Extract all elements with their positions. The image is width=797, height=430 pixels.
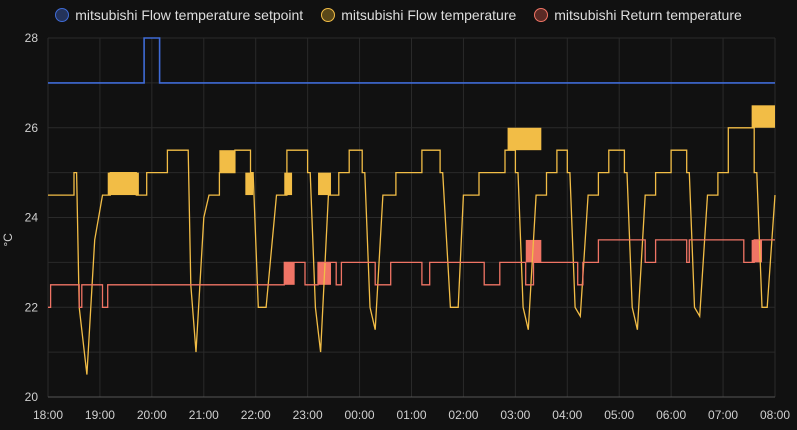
- x-tick-label: 04:00: [552, 408, 582, 422]
- x-tick-label: 20:00: [137, 408, 167, 422]
- filled-band: [525, 239, 542, 263]
- x-tick-label: 00:00: [345, 408, 375, 422]
- filled-bands: [107, 105, 775, 285]
- y-tick-label: 26: [25, 121, 39, 135]
- y-axis: 20 22 24 26 28: [25, 31, 39, 404]
- filled-band: [219, 150, 235, 173]
- series-lines: [48, 37, 776, 375]
- series-line-flow: [48, 127, 776, 375]
- filled-band: [751, 105, 775, 128]
- x-tick-label: 23:00: [293, 408, 323, 422]
- x-tick-label: 05:00: [604, 408, 634, 422]
- series-line-setpoint: [48, 37, 775, 84]
- x-tick-label: 02:00: [448, 408, 478, 422]
- legend-item-return[interactable]: mitsubishi Return temperature: [534, 7, 742, 23]
- legend-item-setpoint[interactable]: mitsubishi Flow temperature setpoint: [55, 7, 303, 23]
- y-axis-title: °C: [1, 233, 15, 247]
- legend-label-setpoint: mitsubishi Flow temperature setpoint: [75, 7, 304, 23]
- legend-label-return: mitsubishi Return temperature: [554, 7, 742, 23]
- legend: mitsubishi Flow temperature setpoint mit…: [0, 4, 797, 26]
- filled-band: [284, 262, 295, 285]
- y-tick-label: 22: [25, 300, 39, 314]
- filled-band: [751, 239, 763, 263]
- legend-swatch-setpoint: [55, 8, 70, 22]
- x-tick-label: 18:00: [33, 408, 63, 422]
- x-tick-label: 06:00: [656, 408, 686, 422]
- x-tick-label: 21:00: [189, 408, 219, 422]
- x-tick-label: 08:00: [760, 408, 790, 422]
- y-tick-label: 24: [25, 211, 39, 225]
- legend-swatch-return: [534, 8, 549, 22]
- x-tick-label: 01:00: [396, 408, 426, 422]
- legend-item-flow[interactable]: mitsubishi Flow temperature: [321, 7, 516, 23]
- x-tick-label: 07:00: [708, 408, 738, 422]
- grid: [47, 37, 776, 398]
- series-line-return: [48, 239, 775, 308]
- filled-band: [507, 127, 542, 151]
- filled-band: [318, 172, 332, 196]
- x-tick-label: 03:00: [500, 408, 530, 422]
- x-axis: 18:00 19:00 20:00 21:00 22:00 23:00 00:00 01:00…: [33, 408, 790, 422]
- filled-band: [284, 172, 293, 196]
- filled-band: [245, 172, 254, 196]
- x-tick-label: 22:00: [241, 408, 271, 422]
- y-tick-label: 20: [25, 390, 39, 404]
- legend-label-flow: mitsubishi Flow temperature: [341, 7, 517, 23]
- y-tick-label: 28: [25, 31, 39, 45]
- legend-swatch-flow: [321, 8, 336, 22]
- x-tick-label: 19:00: [85, 408, 115, 422]
- filled-band: [107, 172, 139, 196]
